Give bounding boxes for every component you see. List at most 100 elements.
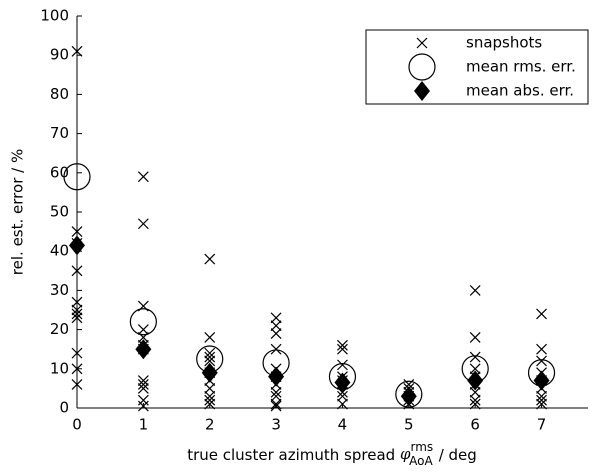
x-marker [337, 339, 348, 351]
x-marker [536, 390, 547, 402]
legend-label: snapshots [466, 34, 542, 52]
x-stroke [204, 347, 216, 359]
x-marker [337, 359, 348, 371]
x-stroke [204, 355, 216, 367]
y-tick-label: 70 [50, 124, 69, 142]
x-stroke [71, 312, 83, 324]
x-marker [204, 390, 216, 402]
x-marker [71, 379, 83, 390]
y-tick-label: 90 [50, 46, 69, 64]
x-stroke [204, 351, 216, 363]
x-stroke [137, 379, 149, 390]
x-marker [337, 343, 348, 355]
x-stroke [204, 253, 216, 265]
diamond-marker [533, 370, 550, 391]
legend: snapshots mean rms. err. mean abs. err. [365, 29, 589, 105]
x-stroke [204, 390, 216, 402]
x-marker [337, 390, 348, 402]
x-tick-label: 2 [205, 416, 215, 434]
y-tick-label: 100 [40, 7, 69, 25]
x-stroke [536, 308, 547, 320]
x-label-sup: rms [410, 440, 433, 454]
x-stroke [536, 390, 547, 402]
x-marker [71, 45, 83, 57]
x-marker [204, 351, 216, 363]
x-stroke [270, 312, 282, 324]
x-marker [71, 304, 83, 316]
x-stroke [469, 386, 481, 398]
x-marker [469, 394, 481, 406]
x-marker [137, 375, 149, 386]
x-stroke [469, 394, 481, 406]
x-marker [270, 328, 282, 339]
y-axis-label: rel. est. error / % [9, 149, 27, 275]
x-stroke [536, 398, 547, 410]
x-marker [71, 226, 83, 238]
y-tick-label: 30 [50, 281, 69, 299]
x-label-symbol: φ [400, 445, 411, 463]
x-stroke [337, 343, 348, 355]
x-marker [469, 386, 481, 398]
circle-marker [129, 308, 157, 336]
y-tick-label: 50 [50, 203, 69, 221]
x-stroke [137, 375, 149, 386]
x-label-text: true cluster azimuth spread [187, 446, 395, 464]
legend-box [365, 29, 589, 105]
x-marker [337, 398, 348, 410]
x-stroke [270, 328, 282, 339]
x-marker [137, 171, 149, 183]
x-stroke [270, 343, 282, 355]
diamond-marker [467, 370, 484, 391]
x-stroke [71, 45, 83, 57]
x-marker [71, 308, 83, 320]
x-marker [536, 394, 547, 406]
x-stroke [137, 400, 149, 412]
diamond-marker [201, 362, 218, 383]
x-marker [204, 394, 216, 406]
x-stroke [204, 382, 216, 394]
x-stroke [71, 265, 83, 277]
diamond-marker [135, 339, 152, 360]
x-marker [204, 355, 216, 367]
x-stroke [337, 339, 348, 351]
x-marker [270, 343, 282, 355]
x-marker [270, 390, 282, 402]
x-stroke [71, 347, 83, 359]
x-marker [270, 400, 282, 412]
x-marker [71, 312, 83, 324]
x-stroke [469, 284, 481, 296]
x-marker [469, 284, 481, 296]
diamond-marker [334, 372, 351, 393]
x-label-unit: / deg [439, 446, 477, 464]
x-stroke [469, 398, 481, 410]
x-marker [469, 332, 481, 343]
x-tick-label: 4 [338, 416, 348, 434]
x-stroke [204, 394, 216, 406]
x-stroke [204, 398, 216, 410]
x-stroke [337, 398, 348, 410]
y-tick-label: 80 [50, 85, 69, 103]
y-tick-label: 40 [50, 242, 69, 260]
diamond-marker [268, 366, 285, 387]
x-stroke [536, 394, 547, 406]
x-marker [71, 296, 83, 308]
x-stroke [71, 363, 83, 375]
x-marker [270, 386, 282, 398]
x-marker [137, 379, 149, 390]
x-marker [536, 398, 547, 410]
x-marker [204, 253, 216, 265]
x-tick-label: 0 [72, 416, 82, 434]
x-stroke [71, 296, 83, 308]
diamond-marker [400, 386, 417, 407]
x-marker [416, 37, 428, 49]
x-marker [137, 400, 149, 412]
x-marker [469, 398, 481, 410]
x-stroke [204, 332, 216, 343]
x-stroke [71, 308, 83, 320]
y-tick-label: 20 [50, 320, 69, 338]
x-marker [204, 347, 216, 359]
legend-label: mean abs. err. [466, 82, 574, 100]
x-stroke [536, 355, 547, 367]
circle-marker [63, 163, 91, 191]
